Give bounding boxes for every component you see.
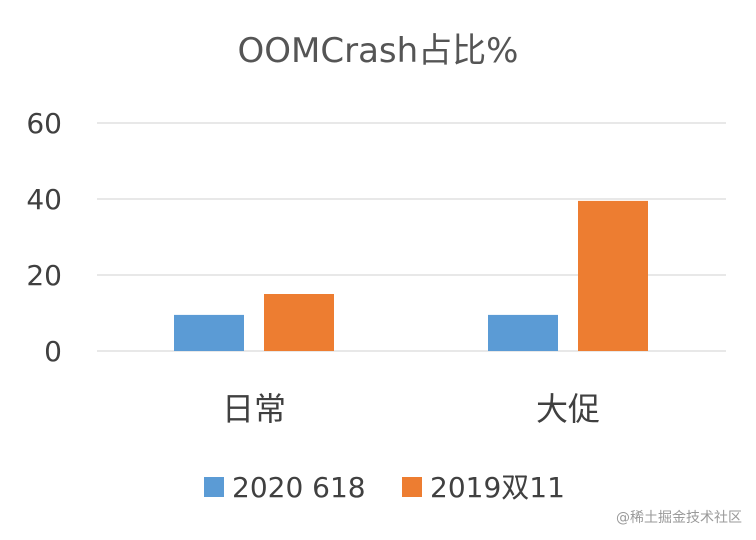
legend-label-2020-618: 2020 618: [232, 471, 366, 504]
watermark: @稀土掘金技术社区: [616, 510, 742, 526]
y-tick-label: 60: [26, 107, 62, 140]
y-tick-label: 0: [44, 335, 62, 368]
chart-title: OOMCrash占比%: [238, 31, 519, 71]
bar-1-0: [488, 314, 558, 351]
bar-1-1: [578, 200, 648, 351]
y-axis-ticks: 0 20 40 60: [26, 107, 62, 368]
x-axis-ticks: 日常 大促: [222, 390, 600, 428]
legend-label-2019-double11: 2019双11: [430, 471, 565, 504]
legend: 2020 618 2019双11: [204, 471, 565, 504]
legend-swatch-2019-double11: [402, 477, 422, 497]
bar-0-0: [174, 314, 244, 351]
y-tick-label: 20: [26, 259, 62, 292]
legend-swatch-2020-618: [204, 477, 224, 497]
x-tick-label-daily: 日常: [222, 390, 286, 428]
x-tick-label-promotion: 大促: [536, 390, 600, 428]
y-tick-label: 40: [26, 183, 62, 216]
bars: [174, 200, 648, 351]
bar-0-1: [264, 294, 334, 351]
